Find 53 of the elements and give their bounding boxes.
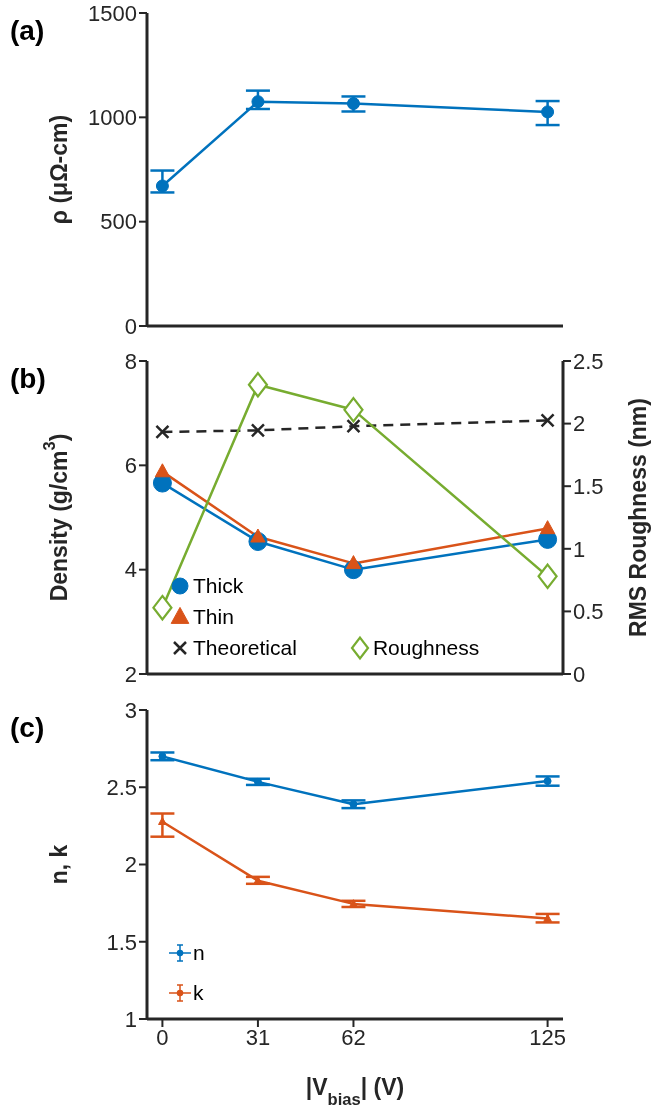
- y-tick-label: 2: [124, 661, 137, 687]
- y-tick-label: 8: [124, 348, 137, 374]
- legend-label: k: [193, 981, 204, 1005]
- x-tick-label: 62: [341, 1024, 366, 1050]
- y-tick-label: 2: [124, 852, 137, 878]
- y-tick-label: 500: [100, 209, 137, 235]
- point: [152, 594, 173, 621]
- y-axis-title: ρ (μΩ-cm): [46, 114, 72, 225]
- x-axis-title: |V$_{bias}$| (V): [305, 1074, 405, 1109]
- y-tick-label: 4: [124, 557, 137, 583]
- y-axis-title: n, k: [46, 844, 72, 885]
- point: [247, 371, 269, 398]
- point: [345, 555, 362, 570]
- point: [154, 463, 171, 478]
- y2-tick-label: 2.5: [573, 348, 604, 374]
- point: [539, 520, 556, 535]
- legend-label: Theoretical: [193, 636, 297, 660]
- legend-label: Thin: [193, 605, 234, 629]
- point: [541, 105, 555, 119]
- y2-tick-label: 1.5: [573, 474, 604, 500]
- legend-label: Roughness: [372, 636, 480, 660]
- point: [540, 413, 555, 428]
- y-tick-label: 1: [124, 1006, 137, 1032]
- point: [250, 423, 266, 438]
- y2-tick-label: 0.5: [573, 599, 604, 625]
- y2-tick-label: 1: [573, 536, 586, 562]
- point: [537, 563, 558, 590]
- point: [155, 179, 169, 193]
- y-tick-label: 0: [124, 313, 137, 339]
- y-tick-label: 1000: [88, 105, 137, 131]
- point: [346, 97, 360, 111]
- point: [251, 95, 265, 109]
- x-tick-label: 31: [245, 1024, 271, 1050]
- y-tick-label: 2.5: [106, 775, 137, 801]
- point: [343, 397, 364, 423]
- y-tick-label: 6: [124, 453, 137, 479]
- x-tick-label: 125: [529, 1024, 566, 1050]
- chart-title: (a): [10, 15, 45, 47]
- y-tick-label: 1500: [88, 0, 137, 26]
- point: [346, 418, 361, 434]
- chart-title: (b): [10, 363, 46, 395]
- point: [155, 424, 170, 440]
- legend-label: n: [193, 941, 205, 965]
- y-tick-label: 3: [124, 697, 137, 723]
- chart-title: (c): [10, 712, 45, 744]
- x-tick-label: 0: [156, 1024, 169, 1050]
- point: [158, 817, 167, 825]
- legend-label: Thick: [193, 574, 244, 598]
- y2-tick-label: 2: [573, 411, 586, 437]
- point: [250, 528, 266, 543]
- y2-axis-title: RMS Roughness (nm): [625, 398, 651, 637]
- y-tick-label: 1.5: [106, 929, 137, 955]
- y2-tick-label: 0: [573, 661, 586, 687]
